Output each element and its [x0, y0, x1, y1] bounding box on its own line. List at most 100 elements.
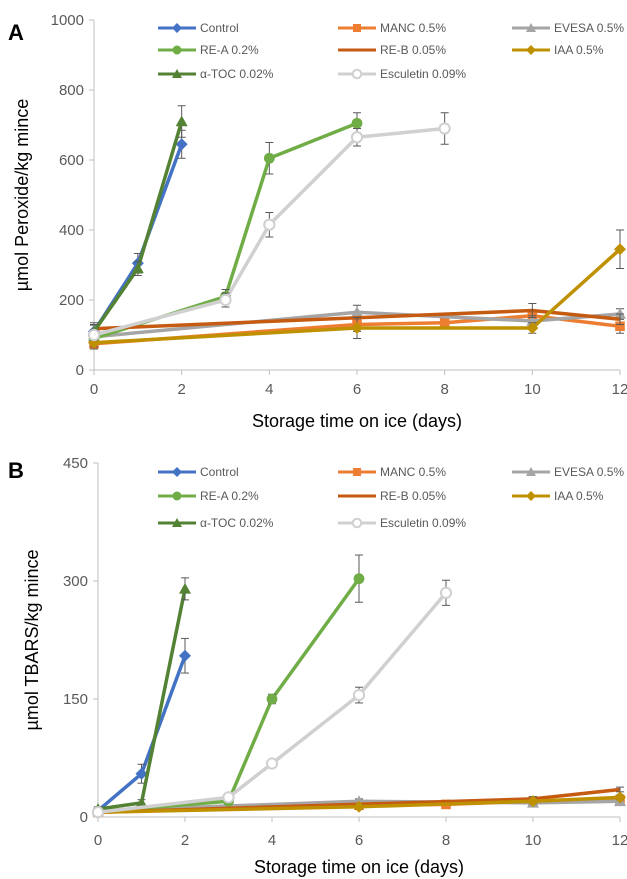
legend-marker	[351, 68, 363, 80]
legend-label: IAA 0.5%	[554, 43, 604, 57]
chart-panel-b: B 0 150 300 450 0 2 4 6 8 10 12 Storage time on ice…	[8, 455, 627, 877]
data-point	[222, 791, 235, 804]
legend-marker	[172, 69, 182, 78]
data-point	[439, 317, 450, 328]
x-tick-label: 12	[612, 832, 627, 849]
y-tick-label: 150	[63, 691, 88, 708]
x-tick-label: 10	[525, 832, 542, 849]
y-tick-label: 0	[80, 809, 88, 826]
legend-entry-control: Control	[158, 21, 239, 35]
legend-entry-re-b-0-05: RE-B 0.05%	[338, 489, 446, 503]
legend-marker	[172, 23, 182, 33]
data-point	[614, 243, 626, 256]
data-point	[265, 757, 279, 770]
data-point	[175, 138, 188, 151]
legend-entry-esculetin-0-09: Esculetin 0.09%	[338, 516, 466, 530]
legend-entry-re-b-0-05: RE-B 0.05%	[338, 43, 446, 57]
series-toc-0-02	[88, 105, 188, 339]
data-point	[526, 322, 539, 334]
legend-label: RE-B 0.05%	[380, 489, 446, 503]
y-tick-label: 800	[59, 82, 84, 99]
series-re-a-0-2	[92, 554, 365, 817]
x-tick-label: 4	[265, 381, 273, 398]
y-tick-label: 300	[63, 573, 88, 590]
series-re-a-0-2	[88, 112, 363, 345]
series-control	[88, 129, 188, 341]
y-tick-label: 1000	[51, 12, 84, 29]
x-tick-label: 2	[181, 832, 189, 849]
data-point	[135, 796, 148, 808]
legend-marker	[353, 468, 361, 476]
x-tick-label: 10	[524, 381, 541, 398]
data-point	[263, 218, 276, 231]
legend-marker	[353, 24, 361, 32]
data-point	[179, 649, 191, 662]
chart-panel-a: A 0 200 400 600 800 1000 0 2 4 6 8 10 12 Storage time…	[8, 12, 627, 431]
data-point	[352, 688, 366, 702]
legend-entry-iaa-0-5: IAA 0.5%	[512, 43, 604, 57]
series-line	[92, 120, 184, 333]
x-tick-label: 8	[442, 832, 450, 849]
data-point	[439, 586, 453, 599]
series-esculetin-0-09	[87, 112, 451, 342]
y-tick-label: 600	[59, 152, 84, 169]
legend-label: α-TOC 0.02%	[200, 516, 274, 530]
data-point	[179, 582, 191, 594]
data-point	[350, 131, 364, 144]
data-point	[353, 573, 365, 585]
legend-label: MANC 0.5%	[380, 465, 446, 479]
data-point	[219, 293, 232, 307]
legend-label: α-TOC 0.02%	[200, 67, 274, 81]
legend-label: RE-B 0.05%	[380, 43, 446, 57]
x-tick-label: 0	[94, 832, 102, 849]
x-axis-title: Storage time on ice (days)	[252, 411, 462, 431]
legend-label: RE-A 0.2%	[200, 43, 259, 57]
legend-marker	[172, 518, 182, 527]
legend-label: IAA 0.5%	[554, 489, 604, 503]
legend-entry-re-a-0-2: RE-A 0.2%	[158, 489, 259, 503]
y-tick-label: 0	[76, 362, 84, 379]
legend-entry-toc-0-02: α-TOC 0.02%	[158, 67, 274, 81]
legend-label: Control	[200, 465, 239, 479]
legend-label: MANC 0.5%	[380, 21, 446, 35]
legend-entry-esculetin-0-09: Esculetin 0.09%	[338, 67, 466, 81]
y-tick-label: 400	[59, 222, 84, 239]
legend-label: Esculetin 0.09%	[380, 67, 466, 81]
legend-entry-manc-0-5: MANC 0.5%	[338, 465, 446, 479]
legend-label: Esculetin 0.09%	[380, 516, 466, 530]
series-esculetin-0-09	[91, 579, 453, 819]
legend-marker	[351, 517, 363, 529]
legend-marker	[526, 23, 536, 32]
series-control	[92, 637, 191, 817]
legend-label: RE-A 0.2%	[200, 489, 259, 503]
data-point	[131, 262, 144, 274]
legend-label: EVESA 0.5%	[554, 21, 624, 35]
y-tick-label: 450	[63, 455, 88, 472]
legend-entry-re-a-0-2: RE-A 0.2%	[158, 43, 259, 57]
x-axis-title: Storage time on ice (days)	[254, 857, 464, 877]
data-point	[615, 321, 625, 332]
x-tick-label: 6	[355, 832, 363, 849]
data-point	[351, 306, 363, 318]
legend-label: EVESA 0.5%	[554, 465, 624, 479]
series-line	[93, 247, 622, 345]
data-point	[91, 806, 105, 819]
data-point	[614, 791, 626, 804]
data-point	[614, 308, 626, 319]
y-tick-label: 200	[59, 292, 84, 309]
legend-marker	[172, 491, 182, 501]
legend-label: Control	[200, 21, 239, 35]
legend-marker	[526, 467, 536, 476]
series-line	[96, 655, 187, 813]
x-tick-label: 6	[353, 381, 361, 398]
legend-marker	[526, 45, 536, 55]
data-point	[351, 117, 363, 129]
legend-entry-iaa-0-5: IAA 0.5%	[512, 489, 604, 503]
x-tick-label: 4	[268, 832, 276, 849]
x-tick-label: 2	[177, 381, 185, 398]
legend-marker	[172, 45, 182, 55]
data-point	[438, 122, 451, 135]
legend-marker	[172, 467, 182, 477]
data-point	[266, 693, 278, 705]
